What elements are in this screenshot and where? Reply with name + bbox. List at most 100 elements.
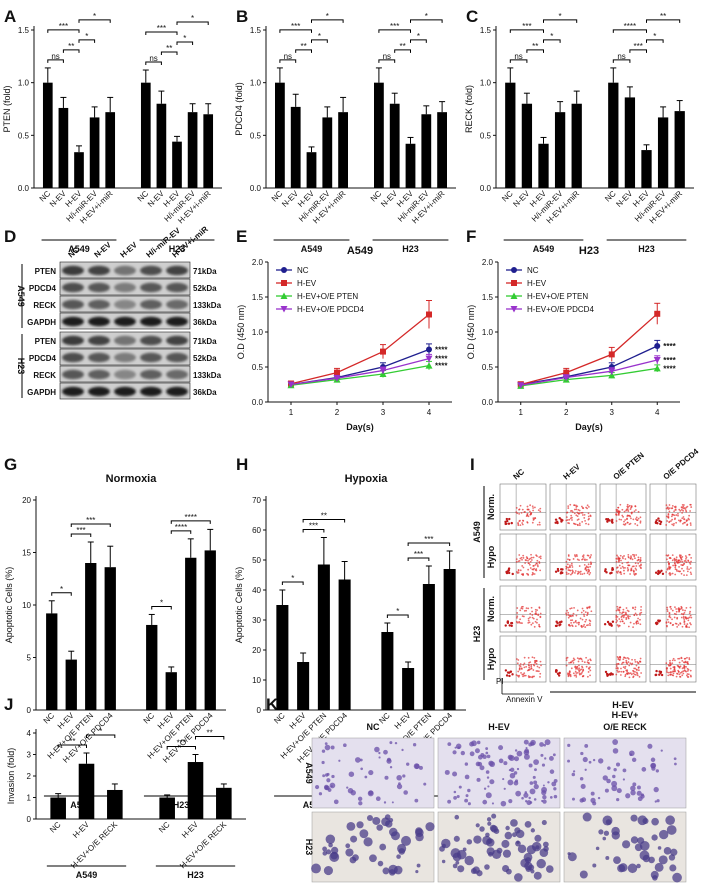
transwell-cell bbox=[503, 787, 506, 790]
end-significance-label: **** bbox=[663, 356, 676, 365]
flow-event bbox=[621, 611, 624, 614]
flow-event bbox=[677, 512, 679, 515]
transwell-image bbox=[563, 737, 687, 809]
flow-event bbox=[510, 521, 513, 525]
transwell-cell bbox=[441, 843, 446, 848]
y-tick-label: 0.5 bbox=[18, 131, 30, 140]
flow-event bbox=[566, 519, 569, 521]
panel-label-g: G bbox=[4, 455, 17, 474]
flow-event bbox=[630, 569, 633, 572]
flow-event bbox=[686, 656, 688, 659]
flow-event bbox=[517, 524, 520, 527]
transwell-cell bbox=[394, 741, 398, 745]
chart-title: H23 bbox=[579, 245, 599, 257]
group-label: H23 bbox=[638, 244, 655, 254]
significance-bracket bbox=[145, 61, 162, 66]
flow-event bbox=[521, 523, 524, 526]
y-tick-label: 0.5 bbox=[482, 363, 494, 372]
transwell-cell bbox=[541, 820, 547, 826]
y-tick-label: 1.0 bbox=[480, 79, 492, 88]
transwell-cell bbox=[542, 841, 549, 848]
significance-bracket bbox=[378, 59, 396, 63]
significance-label: ns bbox=[383, 52, 391, 61]
series-line bbox=[290, 357, 430, 386]
flow-event bbox=[616, 669, 619, 672]
flow-event bbox=[627, 610, 630, 613]
flow-event bbox=[508, 517, 511, 521]
significance-label: *** bbox=[390, 22, 399, 31]
blot-protein-label: GAPDH bbox=[27, 388, 56, 397]
flow-event bbox=[576, 511, 579, 514]
flow-event bbox=[630, 505, 633, 507]
transwell-cell bbox=[655, 769, 659, 773]
transwell-cell bbox=[542, 795, 547, 800]
flow-event bbox=[639, 614, 641, 616]
transwell-cell bbox=[483, 787, 487, 790]
flow-event bbox=[539, 660, 542, 663]
category-label: N-EV bbox=[48, 189, 68, 209]
transwell-cell bbox=[580, 751, 584, 756]
flow-event bbox=[658, 620, 661, 623]
flow-event bbox=[575, 674, 577, 677]
flow-event bbox=[635, 569, 638, 571]
flow-event bbox=[615, 514, 618, 516]
transwell-cell bbox=[396, 854, 401, 859]
transwell-cell bbox=[456, 794, 460, 799]
flow-event bbox=[576, 668, 579, 670]
flow-event bbox=[529, 612, 532, 615]
flow-event bbox=[681, 512, 684, 514]
flow-event bbox=[666, 671, 668, 673]
bar bbox=[374, 82, 384, 188]
transwell-cell bbox=[485, 747, 489, 750]
flow-event bbox=[534, 612, 537, 615]
flow-event bbox=[584, 611, 587, 614]
bar bbox=[85, 563, 97, 710]
flow-event bbox=[669, 659, 671, 662]
flow-event bbox=[639, 558, 642, 561]
transwell-cell bbox=[412, 743, 417, 747]
x-axis-label: Day(s) bbox=[346, 422, 374, 432]
flow-event bbox=[685, 674, 688, 677]
flow-event bbox=[580, 511, 583, 514]
flow-event bbox=[558, 621, 562, 624]
flow-event bbox=[509, 670, 513, 673]
flow-event bbox=[629, 615, 631, 618]
flow-event bbox=[586, 612, 589, 615]
y-tick-label: 1 bbox=[27, 794, 32, 803]
transwell-cell bbox=[454, 814, 460, 820]
bar bbox=[46, 613, 58, 710]
flow-event bbox=[527, 559, 529, 562]
flow-event bbox=[573, 658, 576, 661]
bar bbox=[322, 117, 333, 188]
transwell-cell bbox=[604, 788, 609, 793]
bar bbox=[165, 672, 177, 710]
flow-event bbox=[619, 571, 621, 574]
flow-event bbox=[568, 518, 571, 521]
flow-event bbox=[655, 669, 658, 673]
flow-event bbox=[511, 673, 514, 676]
flow-event bbox=[519, 524, 522, 527]
transwell-cell bbox=[516, 829, 525, 839]
transwell-cell bbox=[509, 772, 516, 779]
transwell-cell bbox=[386, 758, 392, 764]
flow-event bbox=[521, 558, 523, 561]
transwell-cell bbox=[553, 787, 557, 791]
group-label: A549 bbox=[533, 244, 555, 254]
flow-event bbox=[575, 508, 578, 511]
flow-event bbox=[516, 674, 519, 677]
flow-event bbox=[530, 665, 533, 668]
flow-event bbox=[671, 507, 674, 510]
flow-event bbox=[511, 572, 514, 576]
legend-label: H-EV bbox=[527, 279, 547, 288]
flow-event bbox=[659, 520, 663, 524]
transwell-cell bbox=[505, 825, 510, 831]
y-tick-label: 1.5 bbox=[480, 26, 492, 35]
flow-event bbox=[685, 509, 687, 512]
transwell-cell bbox=[486, 776, 490, 779]
flow-event bbox=[624, 667, 626, 670]
flow-event bbox=[634, 612, 637, 615]
transwell-cell bbox=[523, 739, 529, 745]
chart-title: Hypoxia bbox=[345, 473, 389, 485]
flow-column-label: H-EV bbox=[562, 462, 583, 482]
flow-event bbox=[671, 618, 673, 621]
